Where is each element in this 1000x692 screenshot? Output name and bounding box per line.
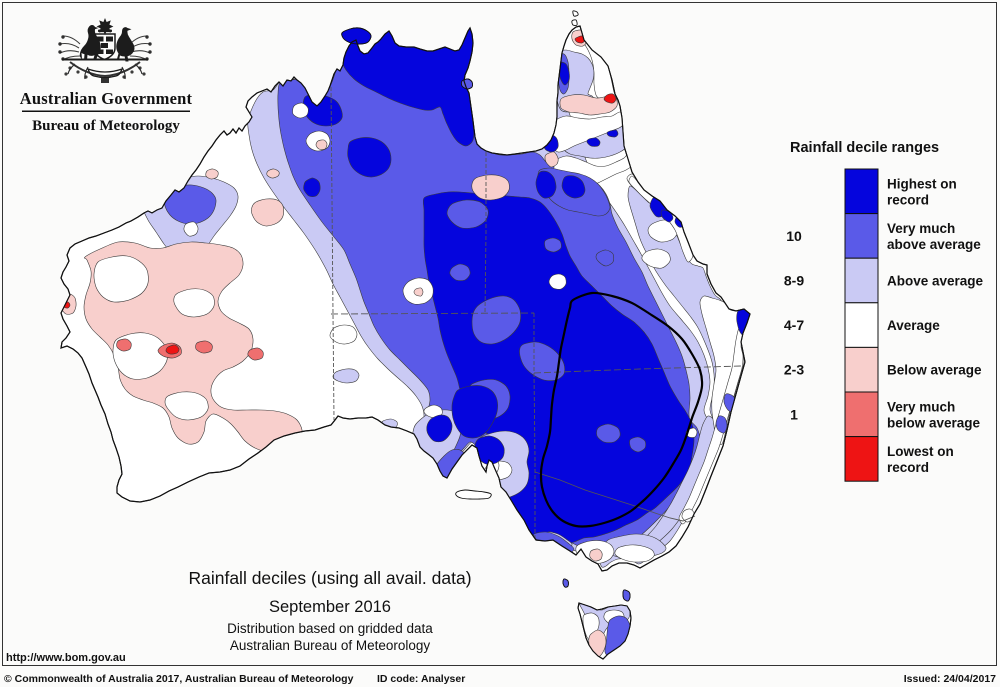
svg-text:Highest on: Highest on bbox=[887, 176, 957, 191]
svg-text:Bureau of Meteorology: Bureau of Meteorology bbox=[32, 118, 180, 134]
svg-text:Rainfall decile ranges: Rainfall decile ranges bbox=[790, 140, 939, 156]
svg-text:Australian Bureau of Meteorolo: Australian Bureau of Meteorology bbox=[230, 638, 431, 653]
svg-text:10: 10 bbox=[786, 228, 802, 244]
svg-text:Above average: Above average bbox=[887, 274, 984, 289]
svg-text:Average: Average bbox=[887, 318, 940, 333]
svg-text:1: 1 bbox=[790, 406, 798, 422]
svg-text:below average: below average bbox=[887, 415, 981, 430]
svg-text:Rainfall deciles (using all av: Rainfall deciles (using all avail. data) bbox=[188, 568, 471, 588]
svg-text:September 2016: September 2016 bbox=[269, 598, 391, 616]
svg-text:Very much: Very much bbox=[887, 399, 955, 414]
svg-text:record: record bbox=[887, 460, 929, 475]
svg-text:ID code: Analyser: ID code: Analyser bbox=[377, 673, 465, 685]
svg-text:Lowest on: Lowest on bbox=[887, 444, 954, 459]
svg-text:Issued: 24/04/2017: Issued: 24/04/2017 bbox=[904, 673, 996, 685]
svg-text:Australian Government: Australian Government bbox=[20, 89, 193, 108]
svg-text:Below average: Below average bbox=[887, 363, 982, 378]
svg-text:8-9: 8-9 bbox=[784, 273, 804, 289]
svg-text:above average: above average bbox=[887, 237, 981, 252]
svg-text:Distribution based on gridded: Distribution based on gridded data bbox=[227, 621, 433, 636]
svg-text:http://www.bom.gov.au: http://www.bom.gov.au bbox=[6, 652, 126, 664]
svg-text:© Commonwealth of Australia 20: © Commonwealth of Australia 2017, Austra… bbox=[4, 673, 354, 685]
svg-text:Very much: Very much bbox=[887, 221, 955, 236]
svg-text:4-7: 4-7 bbox=[784, 317, 804, 333]
svg-text:record: record bbox=[887, 192, 929, 207]
svg-text:2-3: 2-3 bbox=[784, 362, 804, 378]
